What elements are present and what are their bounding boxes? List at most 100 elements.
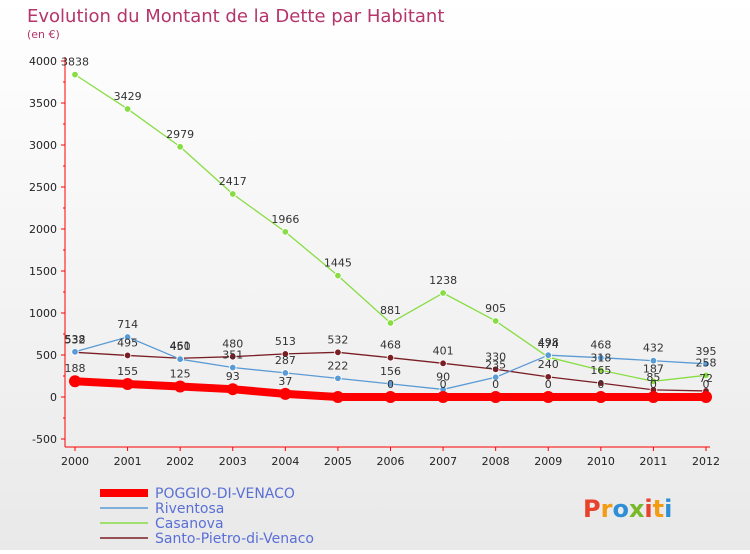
- data-point: [597, 379, 605, 387]
- data-point: [386, 353, 395, 362]
- data-point: [491, 365, 500, 373]
- data-point: [384, 391, 397, 403]
- data-point: [71, 348, 79, 356]
- data-point: [437, 391, 450, 403]
- data-label: 532: [65, 333, 86, 346]
- data-point: [649, 377, 658, 385]
- data-label: 881: [380, 304, 401, 317]
- legend-label-2: Casanova: [155, 516, 224, 532]
- data-point: [439, 359, 447, 368]
- data-label: 395: [696, 345, 717, 358]
- data-label: 0: [703, 378, 710, 391]
- data-point: [544, 373, 552, 381]
- data-label: 0: [387, 378, 394, 391]
- y-tick-label: 1000: [29, 307, 57, 320]
- data-label: 0: [545, 378, 552, 391]
- x-tick-label: 2008: [482, 455, 510, 468]
- data-label: 468: [590, 339, 611, 352]
- x-tick-label: 2002: [166, 455, 194, 468]
- proxiti-logo: Proxiti: [583, 495, 672, 523]
- data-point: [226, 383, 239, 396]
- data-point: [121, 377, 134, 390]
- data-point: [649, 357, 658, 365]
- data-label: 498: [538, 336, 559, 349]
- data-point: [176, 355, 184, 363]
- data-point: [491, 373, 500, 381]
- plot-area: 532 495 461 480 513 532 468 401 330 240 165 85 72 383…: [61, 56, 717, 403]
- data-point: [489, 391, 502, 403]
- data-point: [176, 143, 184, 151]
- x-tick-label: 2007: [429, 455, 457, 468]
- data-label: 318: [590, 351, 611, 364]
- data-label: 1445: [324, 257, 352, 270]
- data-point: [334, 374, 342, 383]
- data-label: 90: [436, 370, 450, 383]
- data-label: 3838: [61, 56, 89, 69]
- axes: -500 0 500 1000 1500 2000 2500 3000 3500 4000 2000…: [29, 55, 720, 468]
- data-label: 155: [117, 365, 138, 378]
- data-label: 495: [117, 336, 138, 349]
- chart-subtitle: (en €): [27, 28, 60, 41]
- data-label: 905: [485, 302, 506, 315]
- data-label: 468: [380, 339, 401, 352]
- data-label: 513: [275, 335, 296, 348]
- x-tick-label: 2009: [534, 455, 562, 468]
- y-tick-label: 2500: [29, 181, 57, 194]
- data-label: 0: [440, 378, 447, 391]
- data-label: 480: [222, 338, 243, 351]
- data-label: 2417: [219, 175, 247, 188]
- y-tick-label: 3000: [29, 139, 57, 152]
- data-point: [702, 360, 710, 368]
- data-point: [123, 105, 132, 113]
- data-label: 432: [643, 342, 664, 355]
- data-label: 3429: [114, 90, 142, 103]
- y-tick-label: 0: [50, 391, 57, 404]
- data-point: [700, 391, 712, 403]
- data-label: 0: [492, 378, 499, 391]
- legend-label-0: POGGIO-DI-VENACO: [155, 486, 295, 502]
- data-point: [386, 319, 395, 327]
- y-tick-label: 3500: [29, 97, 57, 110]
- x-tick-label: 2000: [61, 455, 89, 468]
- legend: POGGIO-DI-VENACORiventosaCasanovaSanto-P…: [100, 486, 314, 547]
- data-point: [647, 391, 660, 403]
- data-point: [334, 348, 342, 357]
- data-point: [491, 317, 500, 325]
- data-point: [331, 391, 344, 403]
- x-tick-label: 2012: [692, 455, 720, 468]
- data-label: 0: [597, 378, 604, 391]
- data-label: 165: [590, 364, 611, 377]
- x-tick-label: 2006: [377, 455, 405, 468]
- data-point: [597, 353, 605, 362]
- data-point: [123, 333, 132, 341]
- data-label: 450: [170, 340, 191, 353]
- data-label: 85: [646, 371, 660, 384]
- y-tick-label: -500: [32, 433, 57, 446]
- data-label: 240: [538, 358, 559, 371]
- x-tick-label: 2004: [271, 455, 299, 468]
- data-point: [279, 387, 292, 400]
- data-label: 187: [643, 362, 664, 375]
- x-tick-label: 2011: [639, 455, 667, 468]
- logo-text: Proxiti: [583, 495, 672, 523]
- data-label: 222: [327, 359, 348, 372]
- data-point: [439, 289, 447, 297]
- data-point: [281, 350, 290, 358]
- data-label: 1966: [271, 213, 299, 226]
- data-label: 2979: [166, 128, 194, 141]
- data-point: [597, 366, 605, 374]
- data-label: 401: [433, 344, 454, 357]
- data-point: [386, 380, 395, 388]
- data-label: 156: [380, 365, 401, 378]
- data-point: [229, 352, 237, 361]
- data-label: 188: [65, 362, 86, 375]
- data-point: [281, 228, 290, 236]
- data-label: 1238: [429, 274, 457, 287]
- data-label: 714: [117, 318, 138, 331]
- data-label: 461: [170, 339, 191, 352]
- legend-label-3: Santo-Pietro-di-Venaco: [155, 531, 314, 547]
- data-point: [71, 70, 79, 79]
- data-point: [229, 190, 237, 198]
